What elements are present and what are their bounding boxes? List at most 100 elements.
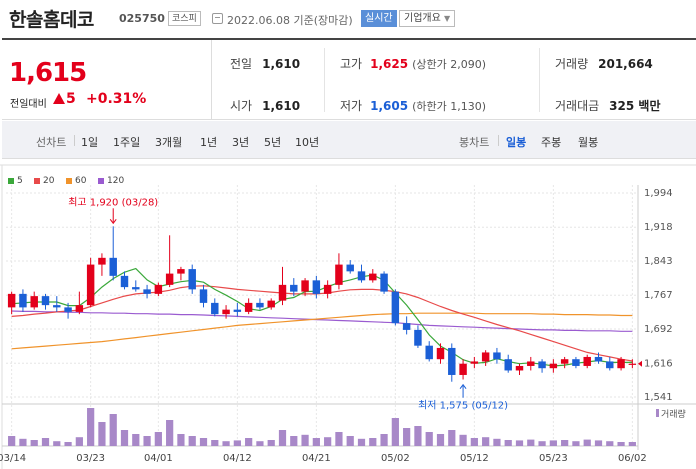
open-label: 시가 [230, 99, 253, 113]
change-label: 전일대비 [10, 99, 47, 110]
legend-ma60: 60 [66, 176, 86, 186]
candle-body [154, 284, 163, 294]
volume-bar [166, 420, 174, 446]
change-value: 5 [66, 91, 76, 107]
volume-bar [346, 436, 354, 446]
volume-bar [290, 436, 298, 446]
volume-label: 거래량 [555, 57, 589, 71]
ma20-line [11, 285, 633, 362]
candle-body [132, 287, 140, 290]
y-tick-label: 1,843 [644, 256, 673, 267]
period-1y[interactable]: 1년 [200, 136, 218, 149]
candle-body [538, 361, 546, 369]
volume-bar [357, 438, 366, 446]
x-tick-label: 05/02 [381, 453, 410, 464]
candle-body [256, 302, 264, 308]
realtime-button[interactable]: 실시간 [361, 10, 397, 27]
candle-body [120, 275, 129, 288]
period-10y[interactable]: 10년 [295, 136, 320, 149]
divider [74, 135, 75, 146]
candle-body [199, 289, 208, 303]
volume-bar [245, 438, 253, 446]
high-label: 고가 [340, 57, 363, 71]
volume-bar [19, 438, 27, 446]
price-summary: 1,615 전일대비 5 +0.31% 전일 1,610 고가 1,625 (상한가 … [2, 38, 696, 120]
ma5-line [11, 267, 633, 367]
prev-close-value: 1,610 [262, 57, 301, 71]
divider [498, 135, 499, 146]
period-1w[interactable]: 1주일 [113, 136, 141, 149]
high-value: 1,625 [370, 57, 409, 71]
stock-header: 한솔홈데코 025750 코스피 2022.06.08 기준(장마감) 실시간 … [0, 0, 696, 38]
low-stat: 저가 1,605 (하한가 1,130) [340, 97, 486, 114]
volume-bar [617, 442, 625, 446]
low-label: 저가 [340, 99, 363, 113]
candle-body [323, 284, 332, 294]
company-info-label: 기업개요 [404, 13, 441, 24]
amount-value: 325 백만 [609, 99, 661, 113]
line-chart-label: 선차트 [36, 136, 67, 149]
candle-body [233, 309, 242, 312]
volume-bar [41, 438, 50, 446]
period-3m[interactable]: 3개월 [155, 136, 183, 149]
period-1d[interactable]: 1일 [81, 136, 99, 149]
up-arrow-icon [459, 383, 467, 390]
volume-bar [594, 440, 603, 446]
volume-bar [470, 438, 478, 446]
candle-body [211, 302, 219, 315]
candle-body [143, 289, 151, 294]
volume-bar [493, 438, 501, 446]
volume-bar [403, 428, 411, 446]
candle-weekly[interactable]: 주봉 [541, 136, 562, 149]
open-value: 1,610 [262, 99, 301, 113]
volume-bar [436, 434, 445, 446]
candle-body [527, 361, 535, 366]
period-5y[interactable]: 5년 [264, 136, 282, 149]
volume-bar [64, 442, 72, 446]
legend-swatch [66, 177, 72, 184]
upper-limit: (상한가 2,090) [412, 58, 486, 71]
candle-body [481, 352, 490, 362]
candle-body [369, 273, 377, 281]
candle-body [572, 359, 580, 366]
period-3y[interactable]: 3년 [232, 136, 250, 149]
down-arrow-icon [109, 218, 117, 225]
candle-monthly[interactable]: 월봉 [578, 136, 599, 149]
candle-body [617, 359, 625, 369]
change-rate: +0.31% [86, 91, 147, 107]
volume-bar [109, 414, 117, 446]
volume-bar [504, 440, 512, 446]
candle-body [436, 347, 445, 360]
candle-body [549, 363, 558, 369]
current-price-box: 1,615 전일대비 5 +0.31% [2, 40, 212, 120]
x-tick-label: 04/01 [144, 453, 173, 464]
candle-body [606, 361, 614, 369]
x-tick-label: 04/12 [223, 453, 252, 464]
volume-bar [301, 434, 309, 446]
candle-daily[interactable]: 일봉 [506, 136, 527, 149]
chevron-down-icon: ▼ [444, 14, 451, 23]
candle-body [301, 280, 309, 292]
company-info-dropdown[interactable]: 기업개요 ▼ [399, 10, 456, 27]
legend-label: 20 [43, 176, 55, 186]
volume-bar [380, 434, 388, 446]
legend-label: 120 [107, 176, 125, 186]
calendar-icon [212, 13, 223, 24]
volume-bar [177, 434, 185, 446]
chart-period-toolbar: 선차트 1일 1주일 3개월 1년 3년 5년 10년 봉차트 일봉 주봉 월봉 [2, 121, 696, 159]
open-stat: 시가 1,610 [230, 97, 300, 114]
volume-bar [199, 438, 208, 446]
prev-close-label: 전일 [230, 57, 253, 71]
up-arrow-icon [53, 93, 65, 104]
legend-ma20: 20 [34, 176, 54, 186]
volume-bar [628, 442, 636, 446]
volume-bar [87, 408, 95, 446]
volume-bar [278, 430, 287, 446]
legend-swatch [34, 177, 40, 184]
volume-bar [256, 441, 264, 446]
volume-bar [549, 440, 557, 446]
current-price-marker [638, 360, 642, 367]
candle-body [165, 273, 174, 285]
volume-bar [132, 434, 140, 446]
